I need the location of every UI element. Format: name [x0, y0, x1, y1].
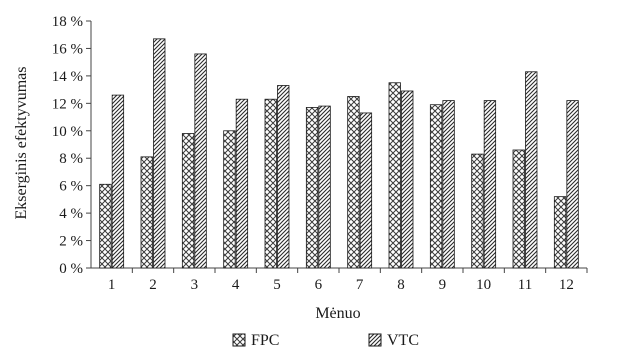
bar-fpc-2 — [140, 156, 153, 269]
y-tick-label: 8 % — [59, 151, 83, 167]
x-tick-label: 2 — [149, 277, 157, 293]
x-tick-label: 11 — [518, 277, 532, 293]
y-tick-label: 10 % — [52, 124, 83, 140]
y-tick-label: 16 % — [52, 41, 83, 57]
y-tick-label: 18 % — [52, 14, 83, 30]
y-tick-label: 6 % — [59, 179, 83, 195]
y-tick-label: 2 % — [59, 234, 83, 250]
y-tick-label: 14 % — [52, 69, 83, 85]
bar-vtc-2 — [153, 38, 166, 269]
x-tick-label: 8 — [397, 277, 405, 293]
x-tick-label: 12 — [559, 277, 574, 293]
x-tick-label: 7 — [356, 277, 364, 293]
bar-fpc-7 — [347, 96, 360, 269]
bar-vtc-12 — [566, 100, 579, 269]
bar-fpc-5 — [264, 98, 277, 269]
bar-fpc-3 — [181, 133, 195, 269]
bar-vtc-10 — [483, 100, 497, 269]
y-tick-label: 0 % — [59, 261, 83, 277]
bar-fpc-1 — [99, 183, 112, 269]
bar-fpc-8 — [388, 82, 401, 269]
bar-vtc-1 — [111, 94, 125, 269]
x-tick-label: 10 — [476, 277, 491, 293]
x-axis-title: Mėnuo — [315, 305, 360, 322]
bar-vtc-9 — [442, 100, 455, 269]
x-tick-label: 6 — [315, 277, 323, 293]
bar-vtc-4 — [235, 98, 249, 269]
legend-label-vtc: VTC — [387, 332, 419, 349]
legend-label-fpc: FPC — [251, 332, 279, 349]
legend-swatch-vtc — [368, 333, 382, 347]
bar-fpc-12 — [553, 196, 567, 269]
y-tick-label: 12 % — [52, 96, 83, 112]
x-tick-label: 1 — [108, 277, 116, 293]
bar-vtc-6 — [318, 105, 331, 269]
x-tick-label: 5 — [273, 277, 281, 293]
x-tick-label: 9 — [439, 277, 447, 293]
bar-fpc-4 — [223, 130, 236, 269]
legend: FPC VTC — [232, 332, 419, 349]
bar-vtc-8 — [401, 90, 414, 269]
x-tick-label: 4 — [232, 277, 240, 293]
bar-fpc-11 — [512, 149, 525, 269]
y-axis-title: Ekserginis efektyvumas — [13, 66, 30, 219]
bar-fpc-10 — [471, 153, 484, 269]
bar-vtc-11 — [525, 71, 538, 269]
bar-vtc-7 — [359, 112, 373, 269]
bar-vtc-3 — [194, 53, 207, 269]
bar-fpc-9 — [429, 104, 443, 269]
bar-vtc-5 — [277, 85, 290, 269]
bar-fpc-6 — [305, 107, 319, 269]
x-tick-label: 3 — [191, 277, 199, 293]
y-tick-label: 4 % — [59, 206, 83, 222]
legend-swatch-fpc — [232, 333, 246, 347]
